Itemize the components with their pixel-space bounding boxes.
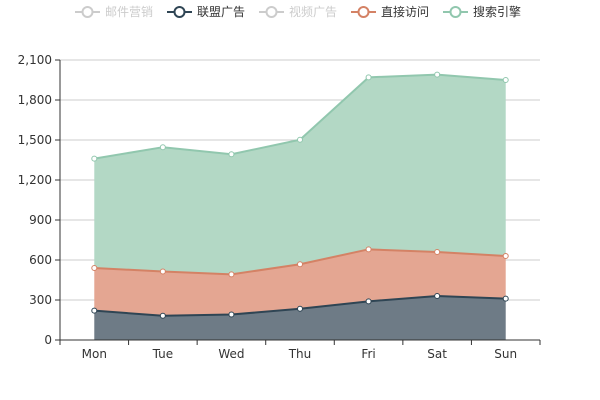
legend-label: 搜索引擎	[473, 4, 521, 19]
legend-label: 邮件营销	[105, 5, 153, 19]
legend-item[interactable]: 搜索引擎	[443, 4, 521, 19]
area-series	[94, 74, 506, 340]
y-tick-label: 900	[29, 213, 52, 227]
y-tick-label: 1,800	[18, 93, 52, 107]
data-point[interactable]	[228, 271, 235, 278]
data-point[interactable]	[228, 311, 235, 318]
legend-label: 视频广告	[289, 4, 337, 19]
data-point[interactable]	[434, 293, 441, 299]
x-tick-label: Wed	[218, 347, 244, 361]
y-tick-label: 1,500	[18, 133, 52, 147]
legend-marker	[173, 6, 186, 18]
data-point[interactable]	[159, 144, 166, 151]
legend-item[interactable]: 联盟广告	[167, 5, 245, 19]
legend-label: 直接访问	[381, 4, 429, 19]
data-point[interactable]	[502, 253, 509, 259]
y-tick-label: 600	[29, 253, 52, 267]
y-tick-label: 2,100	[18, 53, 52, 67]
data-points	[91, 71, 509, 319]
y-tick-label: 300	[29, 293, 52, 307]
legend-item[interactable]: 直接访问	[351, 4, 429, 19]
legend-item[interactable]: 邮件营销	[75, 5, 153, 19]
data-point[interactable]	[365, 246, 372, 253]
data-point[interactable]	[91, 265, 98, 271]
x-tick-label: Thu	[288, 347, 312, 361]
y-tick-label: 1,200	[18, 173, 52, 187]
data-point[interactable]	[159, 268, 166, 275]
legend-marker	[449, 6, 462, 18]
data-point[interactable]	[297, 261, 303, 268]
data-point[interactable]	[91, 307, 98, 314]
data-point[interactable]	[365, 74, 372, 81]
x-tick-label: Sat	[427, 347, 447, 361]
area-联盟广告[interactable]	[94, 296, 506, 340]
data-point[interactable]	[91, 155, 98, 162]
x-tick-label: Tue	[152, 347, 174, 361]
data-point[interactable]	[434, 71, 441, 78]
legend-marker	[357, 6, 370, 18]
legend-marker	[265, 6, 278, 18]
x-tick-label: Mon	[82, 347, 107, 361]
data-point[interactable]	[297, 136, 303, 143]
y-tick-label: 0	[44, 333, 52, 347]
data-point[interactable]	[365, 298, 372, 305]
data-point[interactable]	[228, 151, 235, 158]
x-tick-label: Sun	[494, 347, 517, 361]
legend-marker	[81, 6, 94, 18]
data-point[interactable]	[297, 305, 303, 312]
axes: 0 300 600 900 1,200 1,500 1,800 2,100 Mon Tue Wed T…	[18, 53, 541, 361]
data-point[interactable]	[159, 312, 166, 319]
data-point[interactable]	[502, 295, 509, 302]
area-直接访问[interactable]	[94, 249, 506, 316]
data-point[interactable]	[434, 249, 441, 255]
x-tick-label: Fri	[361, 347, 375, 361]
data-point[interactable]	[502, 77, 509, 83]
area-搜索引擎[interactable]	[94, 74, 506, 275]
legend: 邮件营销 联盟广告 视频广告 直接访问 搜索引擎	[75, 4, 521, 19]
legend-item[interactable]: 视频广告	[259, 4, 337, 19]
legend-label: 联盟广告	[197, 5, 245, 19]
